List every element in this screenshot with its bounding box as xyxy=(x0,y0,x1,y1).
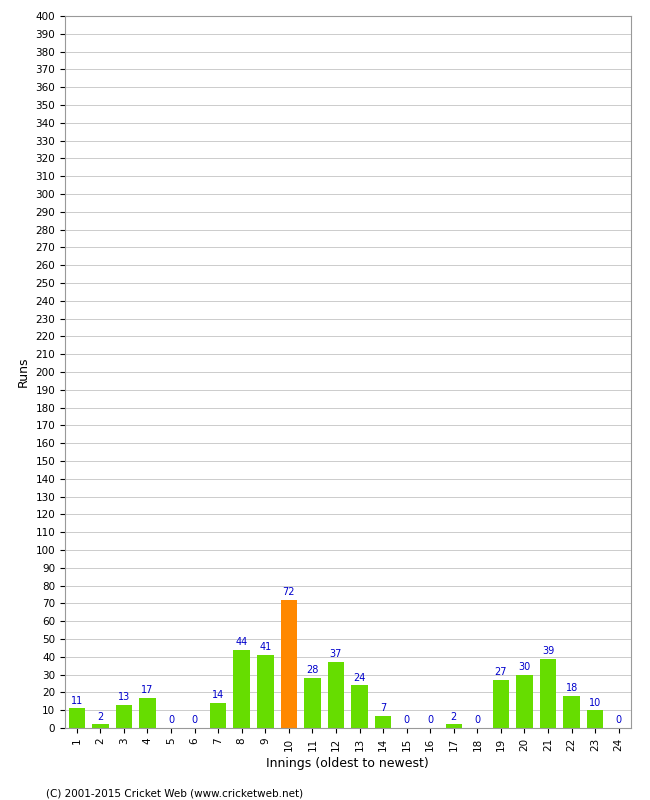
Text: 0: 0 xyxy=(427,715,434,726)
Bar xyxy=(116,705,132,728)
Bar xyxy=(328,662,345,728)
Bar xyxy=(540,658,556,728)
Bar xyxy=(587,710,603,728)
Text: 24: 24 xyxy=(354,673,366,682)
Y-axis label: Runs: Runs xyxy=(17,357,30,387)
Bar xyxy=(281,600,297,728)
Bar xyxy=(68,709,85,728)
Bar xyxy=(233,650,250,728)
Text: 30: 30 xyxy=(518,662,530,672)
Bar xyxy=(92,725,109,728)
Bar xyxy=(445,725,462,728)
Bar xyxy=(493,680,509,728)
Text: 39: 39 xyxy=(542,646,554,656)
Text: 17: 17 xyxy=(141,685,153,695)
Bar xyxy=(304,678,320,728)
Text: 0: 0 xyxy=(474,715,480,726)
Bar xyxy=(351,686,368,728)
Text: 2: 2 xyxy=(98,712,103,722)
Text: 37: 37 xyxy=(330,650,342,659)
Text: 0: 0 xyxy=(192,715,198,726)
Bar xyxy=(516,674,533,728)
Bar xyxy=(210,703,226,728)
Text: 10: 10 xyxy=(589,698,601,707)
Bar xyxy=(375,715,391,728)
Text: 0: 0 xyxy=(404,715,410,726)
Text: 13: 13 xyxy=(118,692,130,702)
Text: 14: 14 xyxy=(212,690,224,701)
Text: 41: 41 xyxy=(259,642,272,652)
Text: 72: 72 xyxy=(283,587,295,597)
Text: 0: 0 xyxy=(168,715,174,726)
Bar xyxy=(564,696,580,728)
Bar xyxy=(139,698,156,728)
Text: (C) 2001-2015 Cricket Web (www.cricketweb.net): (C) 2001-2015 Cricket Web (www.cricketwe… xyxy=(46,788,303,798)
Text: 44: 44 xyxy=(235,637,248,647)
Text: 0: 0 xyxy=(616,715,622,726)
Text: 7: 7 xyxy=(380,703,386,713)
Text: 11: 11 xyxy=(71,696,83,706)
X-axis label: Innings (oldest to newest): Innings (oldest to newest) xyxy=(266,757,429,770)
Text: 18: 18 xyxy=(566,683,578,694)
Bar xyxy=(257,655,274,728)
Text: 2: 2 xyxy=(450,712,457,722)
Text: 27: 27 xyxy=(495,667,507,678)
Text: 28: 28 xyxy=(306,666,318,675)
